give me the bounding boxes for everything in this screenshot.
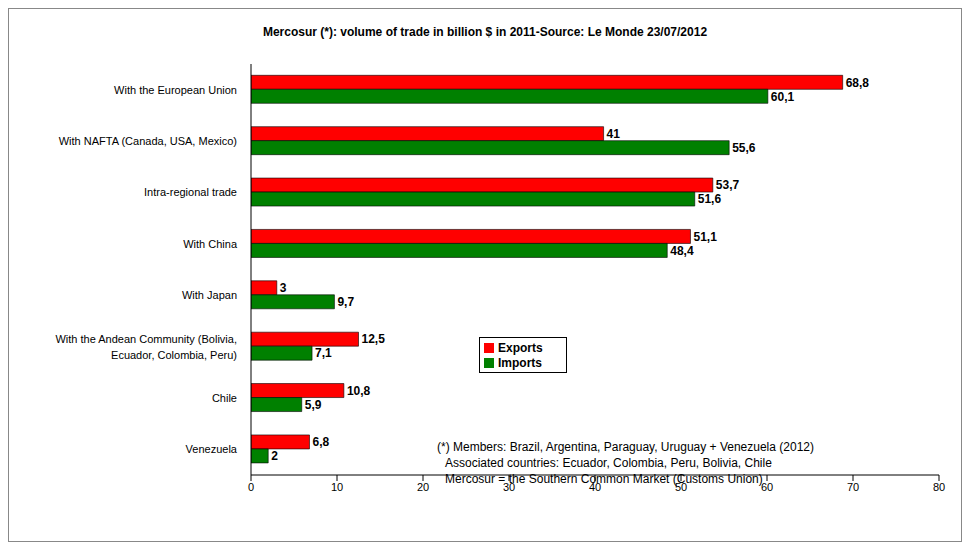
svg-text:70: 70 xyxy=(847,481,859,493)
svg-text:55,6: 55,6 xyxy=(732,141,756,155)
svg-text:10: 10 xyxy=(331,481,343,493)
svg-text:6,8: 6,8 xyxy=(312,435,329,449)
svg-text:53,7: 53,7 xyxy=(716,178,740,192)
svg-text:51,6: 51,6 xyxy=(698,192,722,206)
svg-text:60,1: 60,1 xyxy=(771,90,795,104)
svg-text:41: 41 xyxy=(607,127,621,141)
svg-text:20: 20 xyxy=(417,481,429,493)
svg-text:48,4: 48,4 xyxy=(670,244,694,258)
svg-text:5,9: 5,9 xyxy=(305,398,322,412)
svg-text:2: 2 xyxy=(271,449,278,463)
svg-text:With Japan: With Japan xyxy=(182,289,237,301)
svg-text:Intra-regional trade: Intra-regional trade xyxy=(144,186,237,198)
svg-text:With China: With China xyxy=(183,238,238,250)
svg-text:0: 0 xyxy=(248,481,254,493)
svg-text:80: 80 xyxy=(933,481,945,493)
svg-text:10,8: 10,8 xyxy=(347,384,371,398)
svg-text:68,8: 68,8 xyxy=(846,76,870,90)
svg-text:7,1: 7,1 xyxy=(315,346,332,360)
svg-text:3: 3 xyxy=(280,281,287,295)
svg-text:With the European Union: With the European Union xyxy=(114,84,237,96)
svg-text:Chile: Chile xyxy=(212,392,237,404)
svg-text:Venezuela: Venezuela xyxy=(186,443,238,455)
svg-text:With NAFTA (Canada, USA, Mexic: With NAFTA (Canada, USA, Mexico) xyxy=(59,135,237,147)
svg-text:12,5: 12,5 xyxy=(362,332,386,346)
svg-text:With the Andean Community (Bol: With the Andean Community (Bolivia,Ecuad… xyxy=(55,333,237,361)
svg-text:51,1: 51,1 xyxy=(693,230,717,244)
svg-text:9,7: 9,7 xyxy=(337,295,354,309)
